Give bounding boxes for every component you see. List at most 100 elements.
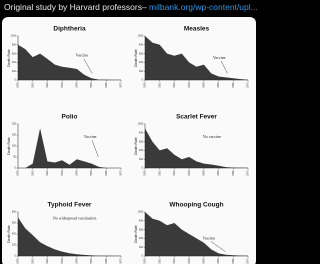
y-tick-label: 150 [12, 134, 17, 137]
y-tick-label: 600 [139, 228, 144, 231]
annotation: No widespread vaccination [53, 216, 97, 221]
chart-title: Scarlet Fever [176, 114, 217, 121]
y-tick-label: 200 [12, 123, 17, 126]
x-tick-label: 1920 [173, 258, 176, 264]
y-tick-label: 100 [12, 145, 17, 148]
x-tick-label: 1960 [232, 170, 235, 176]
x-tick-label: 1910 [31, 170, 34, 176]
x-tick-label: 1960 [232, 82, 235, 88]
x-tick-label: 1940 [76, 82, 79, 88]
axes [17, 212, 121, 257]
x-tick-label: 1940 [76, 258, 79, 264]
y-tick-label: 800 [139, 219, 144, 222]
x-tick-label: 1920 [46, 258, 49, 264]
y-tick-label: 0 [142, 167, 144, 170]
chart-title: Polio [62, 114, 78, 121]
annotation: Vaccine [76, 53, 89, 58]
x-tick-label: 1930 [61, 170, 64, 176]
y-axis-label: Death Rate [7, 49, 11, 67]
y-tick-label: 50 [13, 156, 16, 159]
y-tick-label: 1000 [137, 35, 143, 38]
x-tick-label: 1930 [188, 170, 191, 176]
x-tick-label: 1910 [158, 170, 161, 176]
y-tick-label: 400 [139, 237, 144, 240]
x-tick-label: 1900 [17, 82, 20, 88]
chart-title: Whooping Cough [169, 202, 223, 209]
annotation-arrow [220, 60, 228, 74]
y-tick-label: 400 [12, 61, 17, 64]
axes [17, 36, 121, 81]
annotation: Vaccine [203, 235, 216, 240]
y-axis-label: Death Rate [134, 137, 138, 155]
x-tick-label: 1960 [105, 258, 108, 264]
chart-title: Typhoid Fever [48, 202, 92, 209]
y-tick-label: 600 [12, 222, 17, 225]
annotation-arrow [210, 241, 226, 252]
link[interactable]: milbank.org/wp-content/upl... [149, 2, 258, 12]
x-tick-label: 1940 [203, 170, 206, 176]
y-tick-label: 800 [139, 43, 144, 46]
y-tick-label: 800 [139, 131, 144, 134]
y-tick-label: 200 [139, 158, 144, 161]
y-axis-label: Death Rate [7, 137, 11, 155]
axes [144, 124, 248, 169]
tweet: Original study by Harvard professors– mi… [2, 2, 258, 264]
y-tick-label: 200 [139, 70, 144, 73]
area [18, 44, 121, 80]
y-tick-label: 1000 [137, 123, 143, 126]
tweet-text: Original study by Harvard professors– mi… [4, 2, 258, 12]
x-tick-label: 1950 [90, 258, 93, 264]
y-tick-label: 0 [142, 255, 144, 258]
x-tick-label: 1920 [173, 82, 176, 88]
y-tick-label: 0 [15, 79, 17, 82]
x-tick-label: 1910 [158, 258, 161, 264]
x-tick-label: 1930 [188, 82, 191, 88]
x-tick-label: 1920 [46, 170, 49, 176]
y-tick-label: 600 [139, 52, 144, 55]
x-tick-label: 1910 [31, 82, 34, 88]
area [18, 128, 121, 168]
x-tick-label: 1950 [90, 82, 93, 88]
x-tick-label: 1950 [90, 170, 93, 176]
annotation-arrow [83, 58, 93, 74]
x-tick-label: 1900 [144, 82, 147, 88]
x-tick-label: 1960 [105, 82, 108, 88]
annotation: No vaccine [203, 134, 221, 139]
x-tick-label: 1950 [217, 170, 220, 176]
x-tick-label: 1970 [247, 258, 250, 264]
x-tick-label: 1930 [61, 82, 64, 88]
y-tick-label: 200 [139, 246, 144, 249]
area [145, 128, 248, 168]
x-tick-label: 1900 [17, 170, 20, 176]
x-tick-label: 1930 [61, 258, 64, 264]
x-tick-label: 1920 [46, 82, 49, 88]
x-tick-label: 1940 [76, 170, 79, 176]
y-tick-label: 800 [12, 211, 17, 214]
x-tick-label: 1900 [17, 258, 20, 264]
x-tick-label: 1900 [144, 258, 147, 264]
y-tick-label: 0 [142, 79, 144, 82]
y-axis-label: Death Rate [134, 49, 138, 67]
y-tick-label: 0 [15, 255, 17, 258]
axes [17, 124, 121, 169]
y-tick-label: 200 [12, 244, 17, 247]
y-tick-label: 600 [12, 52, 17, 55]
x-tick-label: 1940 [203, 82, 206, 88]
area [18, 217, 121, 256]
x-tick-label: 1960 [105, 170, 108, 176]
y-tick-label: 800 [12, 43, 17, 46]
x-tick-label: 1950 [217, 258, 220, 264]
annotation-arrow [91, 140, 99, 158]
y-tick-label: 400 [12, 233, 17, 236]
x-tick-label: 1950 [217, 82, 220, 88]
x-tick-label: 1970 [247, 82, 250, 88]
x-tick-label: 1970 [247, 170, 250, 176]
annotation: Vaccine [213, 55, 226, 60]
x-tick-label: 1970 [120, 170, 123, 176]
y-tick-label: 0 [15, 167, 17, 170]
axes [144, 212, 248, 257]
x-tick-label: 1910 [31, 258, 34, 264]
chart-title: Diphtheria [53, 26, 86, 33]
chart-title: Measles [184, 26, 210, 33]
